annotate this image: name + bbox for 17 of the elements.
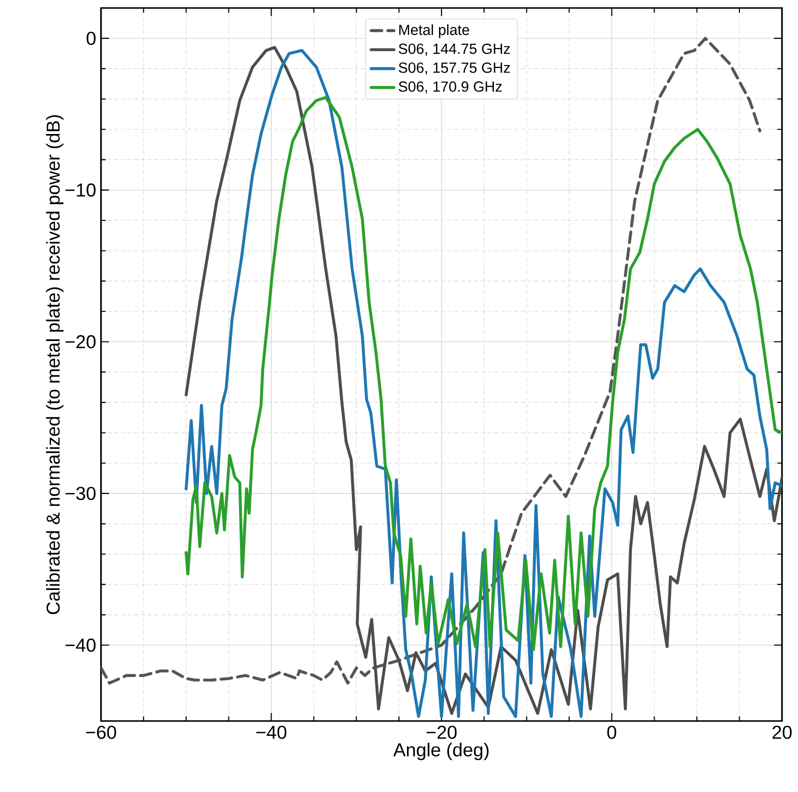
x-tick-label: 20: [772, 726, 792, 739]
y-tick-label: −10: [66, 183, 96, 197]
legend-label: Metal plate: [399, 24, 470, 38]
y-tick-label: −40: [66, 638, 96, 652]
x-tick-label: −60: [86, 726, 116, 739]
line-series: [184, 96, 782, 652]
legend-label: S06, 157.75 GHz: [398, 62, 510, 75]
legend-label: S06, 170.9 GHz: [398, 81, 502, 94]
x-axis-title: Angle (deg): [393, 742, 489, 760]
x-tick-label: −20: [426, 726, 457, 739]
x-tick-label: −40: [256, 726, 286, 739]
y-axis-title: Calibrated & normalized (to metal plate) received power (dB): [46, 115, 64, 614]
y-tick-label: −30: [66, 486, 96, 500]
x-tick-label: 0: [607, 726, 616, 739]
y-tick-label: −20: [66, 335, 96, 348]
legend-label: S06, 144.75 GHz: [398, 44, 510, 56]
y-tick-label: 0: [86, 32, 96, 45]
